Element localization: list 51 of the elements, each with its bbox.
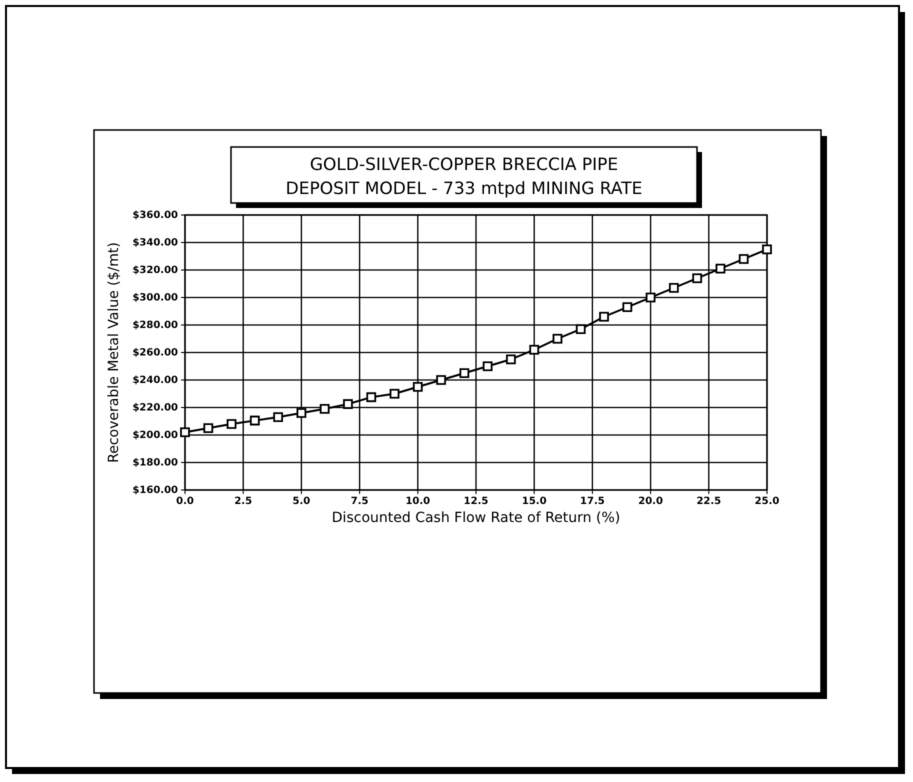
point — [250, 416, 260, 426]
point — [226, 419, 236, 429]
point — [692, 273, 702, 284]
point — [668, 282, 679, 293]
y-tick-label: $260.00 — [132, 348, 178, 359]
point — [529, 344, 540, 355]
point — [738, 254, 749, 264]
x-tick-label: 22.5 — [696, 496, 722, 508]
point — [203, 423, 214, 434]
point — [343, 399, 353, 409]
y-tick-label: $320.00 — [132, 265, 178, 276]
x-tick-label: 5.0 — [292, 496, 310, 508]
point — [296, 408, 306, 418]
y-tick-label: $220.00 — [132, 402, 178, 414]
y-tick-label: $200.00 — [132, 430, 178, 442]
y-tick-label: $180.00 — [132, 458, 178, 469]
point — [506, 354, 516, 364]
x-tick-label: 10.0 — [405, 496, 430, 508]
y-tick-label: $280.00 — [132, 320, 178, 332]
point — [576, 324, 586, 334]
point — [762, 244, 772, 254]
point — [622, 302, 632, 312]
x-tick-label: 0.0 — [176, 496, 194, 508]
y-tick-label: $160.00 — [132, 485, 178, 496]
point — [459, 368, 470, 378]
y-tick-label: $240.00 — [132, 375, 178, 386]
y-tick-label: $340.00 — [132, 238, 178, 249]
point — [716, 264, 726, 274]
x-tick-label: 7.5 — [350, 496, 368, 508]
point — [390, 388, 400, 399]
x-tick-label: 12.5 — [464, 496, 488, 508]
x-tick-label: 2.5 — [234, 496, 252, 508]
point — [482, 361, 493, 372]
point — [180, 427, 190, 438]
point — [320, 404, 330, 414]
y-tick-label: $300.00 — [132, 292, 178, 304]
y-tick-label: $360.00 — [132, 210, 178, 222]
point — [366, 392, 376, 402]
point — [599, 312, 609, 322]
x-tick-label: 15.0 — [522, 496, 547, 508]
point — [412, 382, 423, 392]
chart-title: GOLD-SILVER-COPPER BRECCIA PIPE DEPOSIT MODEL - 733 mtpd MINING RATE — [286, 155, 642, 199]
x-tick-label: 20.0 — [638, 496, 663, 508]
point — [646, 292, 656, 302]
point — [273, 412, 284, 422]
x-axis-title: Discounted Cash Flow Rate of Return (%) — [332, 510, 620, 526]
x-tick-label: 25.0 — [754, 496, 780, 508]
y-axis-title: Recoverable Metal Value ($/mt) — [106, 242, 122, 463]
point — [436, 375, 446, 385]
point — [552, 334, 562, 344]
x-tick-label: 17.5 — [580, 496, 605, 508]
